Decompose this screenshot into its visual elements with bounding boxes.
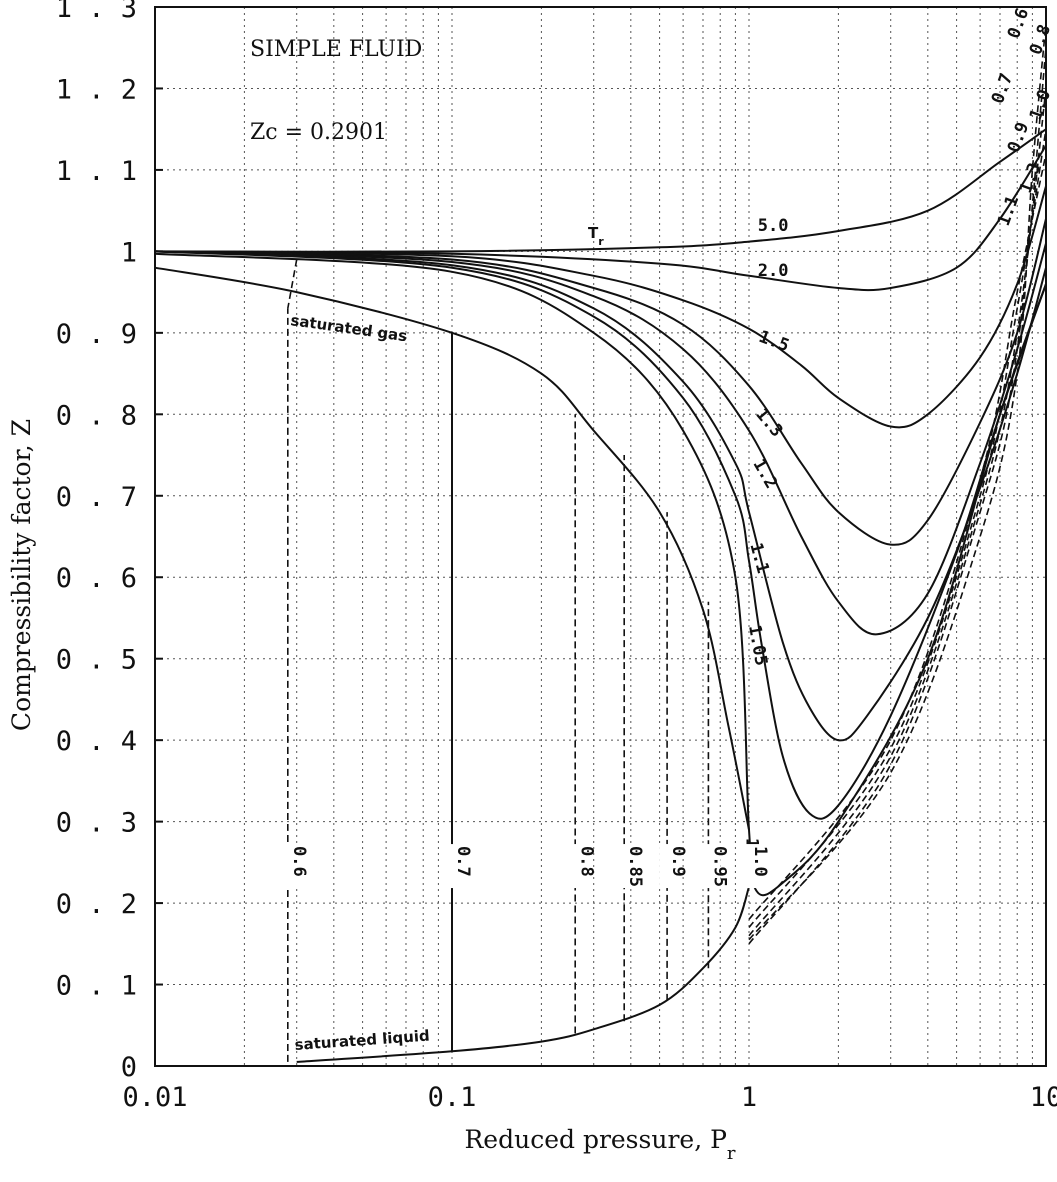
- series-line-3: [154, 218, 1047, 546]
- x-axis-title-main: Reduced pressure, P: [464, 1125, 726, 1154]
- x-tick-label: 0.01: [122, 1082, 187, 1113]
- x-axis-title: Reduced pressure, Pr: [464, 1125, 735, 1164]
- y-tick-label: 0 . 1: [56, 971, 137, 1002]
- series-line-0: [154, 128, 1047, 253]
- series-layer: [154, 23, 1047, 1063]
- isotherm-label-bg: [444, 844, 464, 889]
- isotherm-label-bg: [616, 844, 637, 889]
- series-line-9: [296, 886, 750, 1063]
- isotherm-label-bg: [279, 844, 300, 889]
- curve-label: 1.3: [751, 405, 786, 441]
- label-layer: 5.0 2.0 1.5 1.3 1.2 1.1 1.05 1.0 0.6 0.7 0.8 0.85 0.…: [279, 6, 1055, 889]
- right-edge-label: 1.1: [994, 193, 1023, 229]
- x-axis-title-sub: r: [727, 1143, 736, 1164]
- chart-title: SIMPLE FLUID: [250, 37, 422, 62]
- series-line-6: [154, 250, 1047, 820]
- series-line-8: [154, 266, 750, 830]
- x-tick-label: 10: [1030, 1082, 1057, 1113]
- y-tick-label: 1 . 3: [56, 0, 137, 24]
- series-line-17: [748, 23, 1047, 941]
- isotherm-label: 0.7: [453, 846, 473, 877]
- right-edge-label: 0.8: [1026, 22, 1055, 58]
- isotherm-label: 0.9: [668, 846, 688, 877]
- grid: [155, 7, 1046, 1066]
- series-line-16: [287, 259, 298, 309]
- curve-label: 2.0: [758, 261, 789, 281]
- legend-title-sub: r: [598, 235, 604, 248]
- series-line-4: [154, 242, 1047, 636]
- right-edge-label: 1.3: [1016, 160, 1045, 196]
- isotherm-label-bg: [700, 844, 721, 889]
- y-tick-label: 0 . 6: [56, 563, 137, 594]
- series-line-19: [748, 88, 1047, 937]
- y-tick-label: 0 . 5: [56, 645, 137, 676]
- y-tick-label: 1: [121, 237, 137, 268]
- curve-label: 1.5: [756, 327, 792, 356]
- y-tick-label: 1 . 1: [56, 156, 137, 187]
- right-edge-label: 0.7: [988, 71, 1017, 107]
- series-line-2: [154, 185, 1047, 429]
- right-edge-label: 1.0: [1026, 87, 1055, 123]
- y-tick-label: 0 . 4: [56, 726, 137, 757]
- isotherm-label: 0.6: [289, 846, 309, 877]
- isotherm-label: 0.8: [576, 846, 596, 877]
- plot-frame: [154, 6, 1047, 1067]
- curve-label: 1.1: [745, 541, 772, 576]
- series-line-1: [154, 144, 1047, 292]
- legend-title: Tr: [588, 224, 604, 248]
- y-tick-label: 0 . 8: [56, 400, 137, 431]
- axis-layer: 0 0 . 1 0 . 2 0 . 3 0 . 4 0 . 5 0 . 6 0 . 7 0 . …: [56, 0, 1057, 1113]
- isotherm-label: 0.85: [625, 846, 645, 887]
- y-axis-title: Compressibility factor, Z: [7, 419, 36, 731]
- y-tick-label: 0 . 3: [56, 808, 137, 839]
- isotherm-label-bg: [567, 844, 588, 889]
- curve-label: 1.2: [748, 456, 781, 493]
- series-line-7: [154, 252, 1047, 897]
- x-tick-label: 1: [741, 1082, 757, 1113]
- series-line-20: [748, 129, 1047, 928]
- legend-title-main: T: [588, 224, 599, 242]
- isotherm-label-bg: [741, 844, 761, 889]
- y-tick-label: 0 . 7: [56, 482, 137, 513]
- y-tick-label: 0 . 9: [56, 319, 137, 350]
- saturated-gas-label: saturated gas: [289, 311, 408, 345]
- series-line-21: [748, 153, 1047, 920]
- saturated-liquid-label: saturated liquid: [294, 1027, 430, 1054]
- x-tick-label: 0.1: [428, 1082, 477, 1113]
- isotherm-label: 1.0: [750, 846, 770, 877]
- y-tick-label: 0: [121, 1052, 137, 1083]
- right-edge-label: 0.9: [1004, 120, 1033, 156]
- chart-subtitle: Zc = 0.2901: [250, 120, 387, 145]
- y-tick-label: 0 . 2: [56, 889, 137, 920]
- isotherm-label-bg: [659, 844, 680, 889]
- curve-label: 1.05: [744, 624, 771, 668]
- curve-label: 5.0: [758, 216, 789, 236]
- y-tick-label: 1 . 2: [56, 74, 137, 105]
- isotherm-label: 0.95: [709, 846, 729, 887]
- right-edge-label: 0.6: [1004, 6, 1033, 42]
